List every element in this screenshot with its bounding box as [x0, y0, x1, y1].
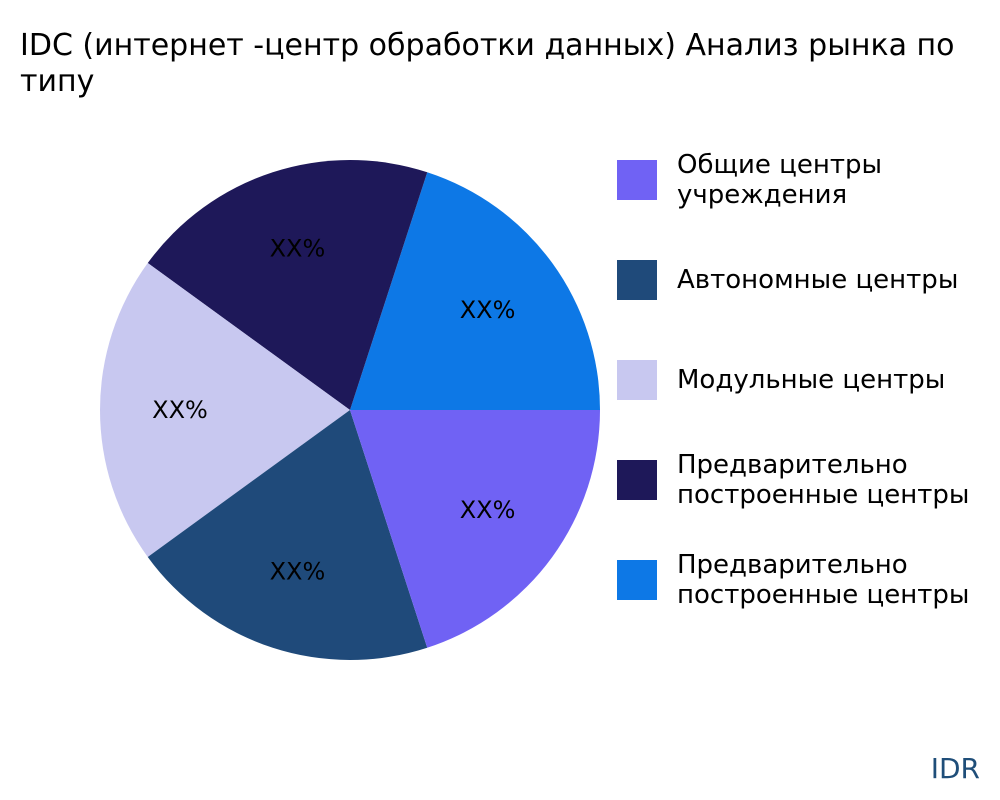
chart-title-line-1: IDC (интернет -центр обработки данных) А… [20, 28, 955, 63]
chart-title-line-2: типу [20, 64, 95, 99]
legend-swatch-0 [617, 160, 657, 200]
slice-label-0: XX% [460, 296, 516, 324]
slice-label-4: XX% [460, 496, 516, 524]
pie-slices [100, 160, 600, 660]
legend-swatch-2 [617, 360, 657, 400]
legend-label-line: построенные центры [677, 480, 969, 510]
legend-label-line: Модульные центры [677, 365, 945, 395]
legend-label-line: построенные центры [677, 580, 969, 610]
legend-label-line: Предварительно [677, 450, 908, 480]
legend-label-2: Модульные центры [677, 365, 945, 395]
legend-label-line: Автономные центры [677, 265, 958, 295]
pie-slice-0 [350, 172, 600, 410]
slice-label-1: XX% [270, 234, 326, 262]
legend-label-line: учреждения [677, 180, 847, 210]
pie-slice-3 [147, 410, 428, 660]
pie-slice-2 [100, 263, 351, 557]
legend-label-1: Автономные центры [677, 265, 958, 295]
legend-swatch-3 [617, 460, 657, 500]
slice-labels: XX% XX% XX% XX% XX% [152, 234, 515, 585]
legend-swatch-1 [617, 260, 657, 300]
slice-label-2: XX% [152, 396, 208, 424]
legend-label-4: Предварительно построенные центры [677, 550, 969, 610]
legend-label-line: Общие центры [677, 150, 882, 180]
pie-slice-1 [147, 160, 428, 410]
legend: Общие центры учреждения Автономные центры М… [617, 150, 969, 610]
pie-slice-4 [350, 410, 600, 648]
legend-label-line: Предварительно [677, 550, 908, 580]
legend-label-3: Предварительно построенные центры [677, 450, 969, 510]
slice-label-3: XX% [270, 558, 326, 586]
chart-title: IDC (интернет -центр обработки данных) А… [20, 28, 1000, 100]
watermark-logo: IDR [930, 752, 980, 785]
legend-swatch-4 [617, 560, 657, 600]
legend-label-0: Общие центры учреждения [677, 150, 882, 210]
